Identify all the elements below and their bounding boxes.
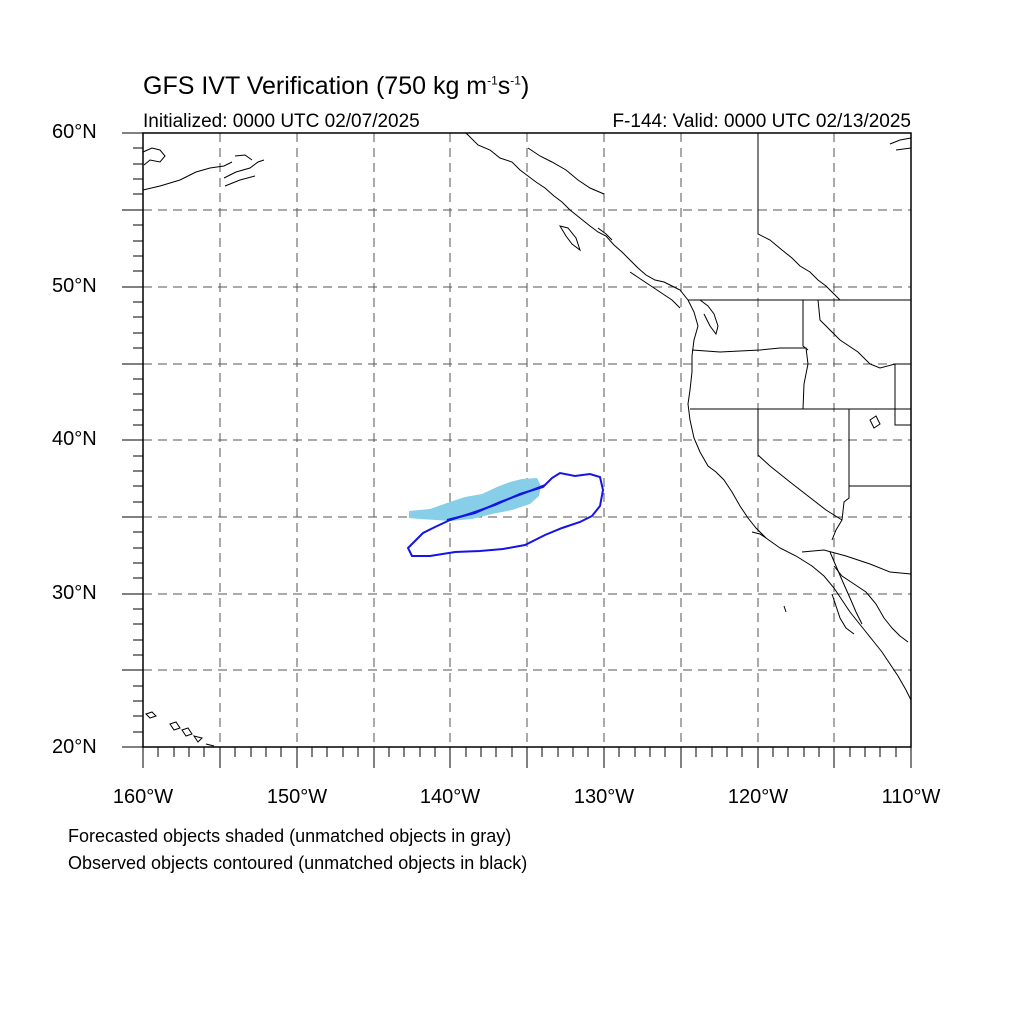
lon-label-150w: 150°W xyxy=(266,786,328,808)
coastlines xyxy=(142,132,912,747)
lon-label-120w: 120°W xyxy=(727,786,789,808)
initialized-time: Initialized: 0000 UTC 02/07/2025 xyxy=(143,111,420,132)
map-title: GFS IVT Verification (750 kg m-1s-1) xyxy=(143,72,530,100)
grid-lines xyxy=(143,133,911,747)
legend-forecast-note: Forecasted objects shaded (unmatched obj… xyxy=(68,826,512,846)
lon-label-140w: 140°W xyxy=(419,786,481,808)
tick-marks xyxy=(122,132,912,768)
lon-label-110w: 110°W xyxy=(881,786,941,808)
valid-time: F-144: Valid: 0000 UTC 02/13/2025 xyxy=(612,111,911,132)
forecast-object xyxy=(409,478,541,521)
observed-interior-line xyxy=(446,484,546,521)
lat-label-20n: 20°N xyxy=(52,736,97,758)
legend-observed-note: Observed objects contoured (unmatched ob… xyxy=(68,853,528,873)
lat-label-50n: 50°N xyxy=(52,275,97,297)
lat-label-60n: 60°N xyxy=(52,121,97,143)
lon-label-130w: 130°W xyxy=(573,786,635,808)
lon-label-160w: 160°W xyxy=(112,786,174,808)
lat-label-40n: 40°N xyxy=(52,428,97,450)
lat-label-30n: 30°N xyxy=(52,582,97,604)
